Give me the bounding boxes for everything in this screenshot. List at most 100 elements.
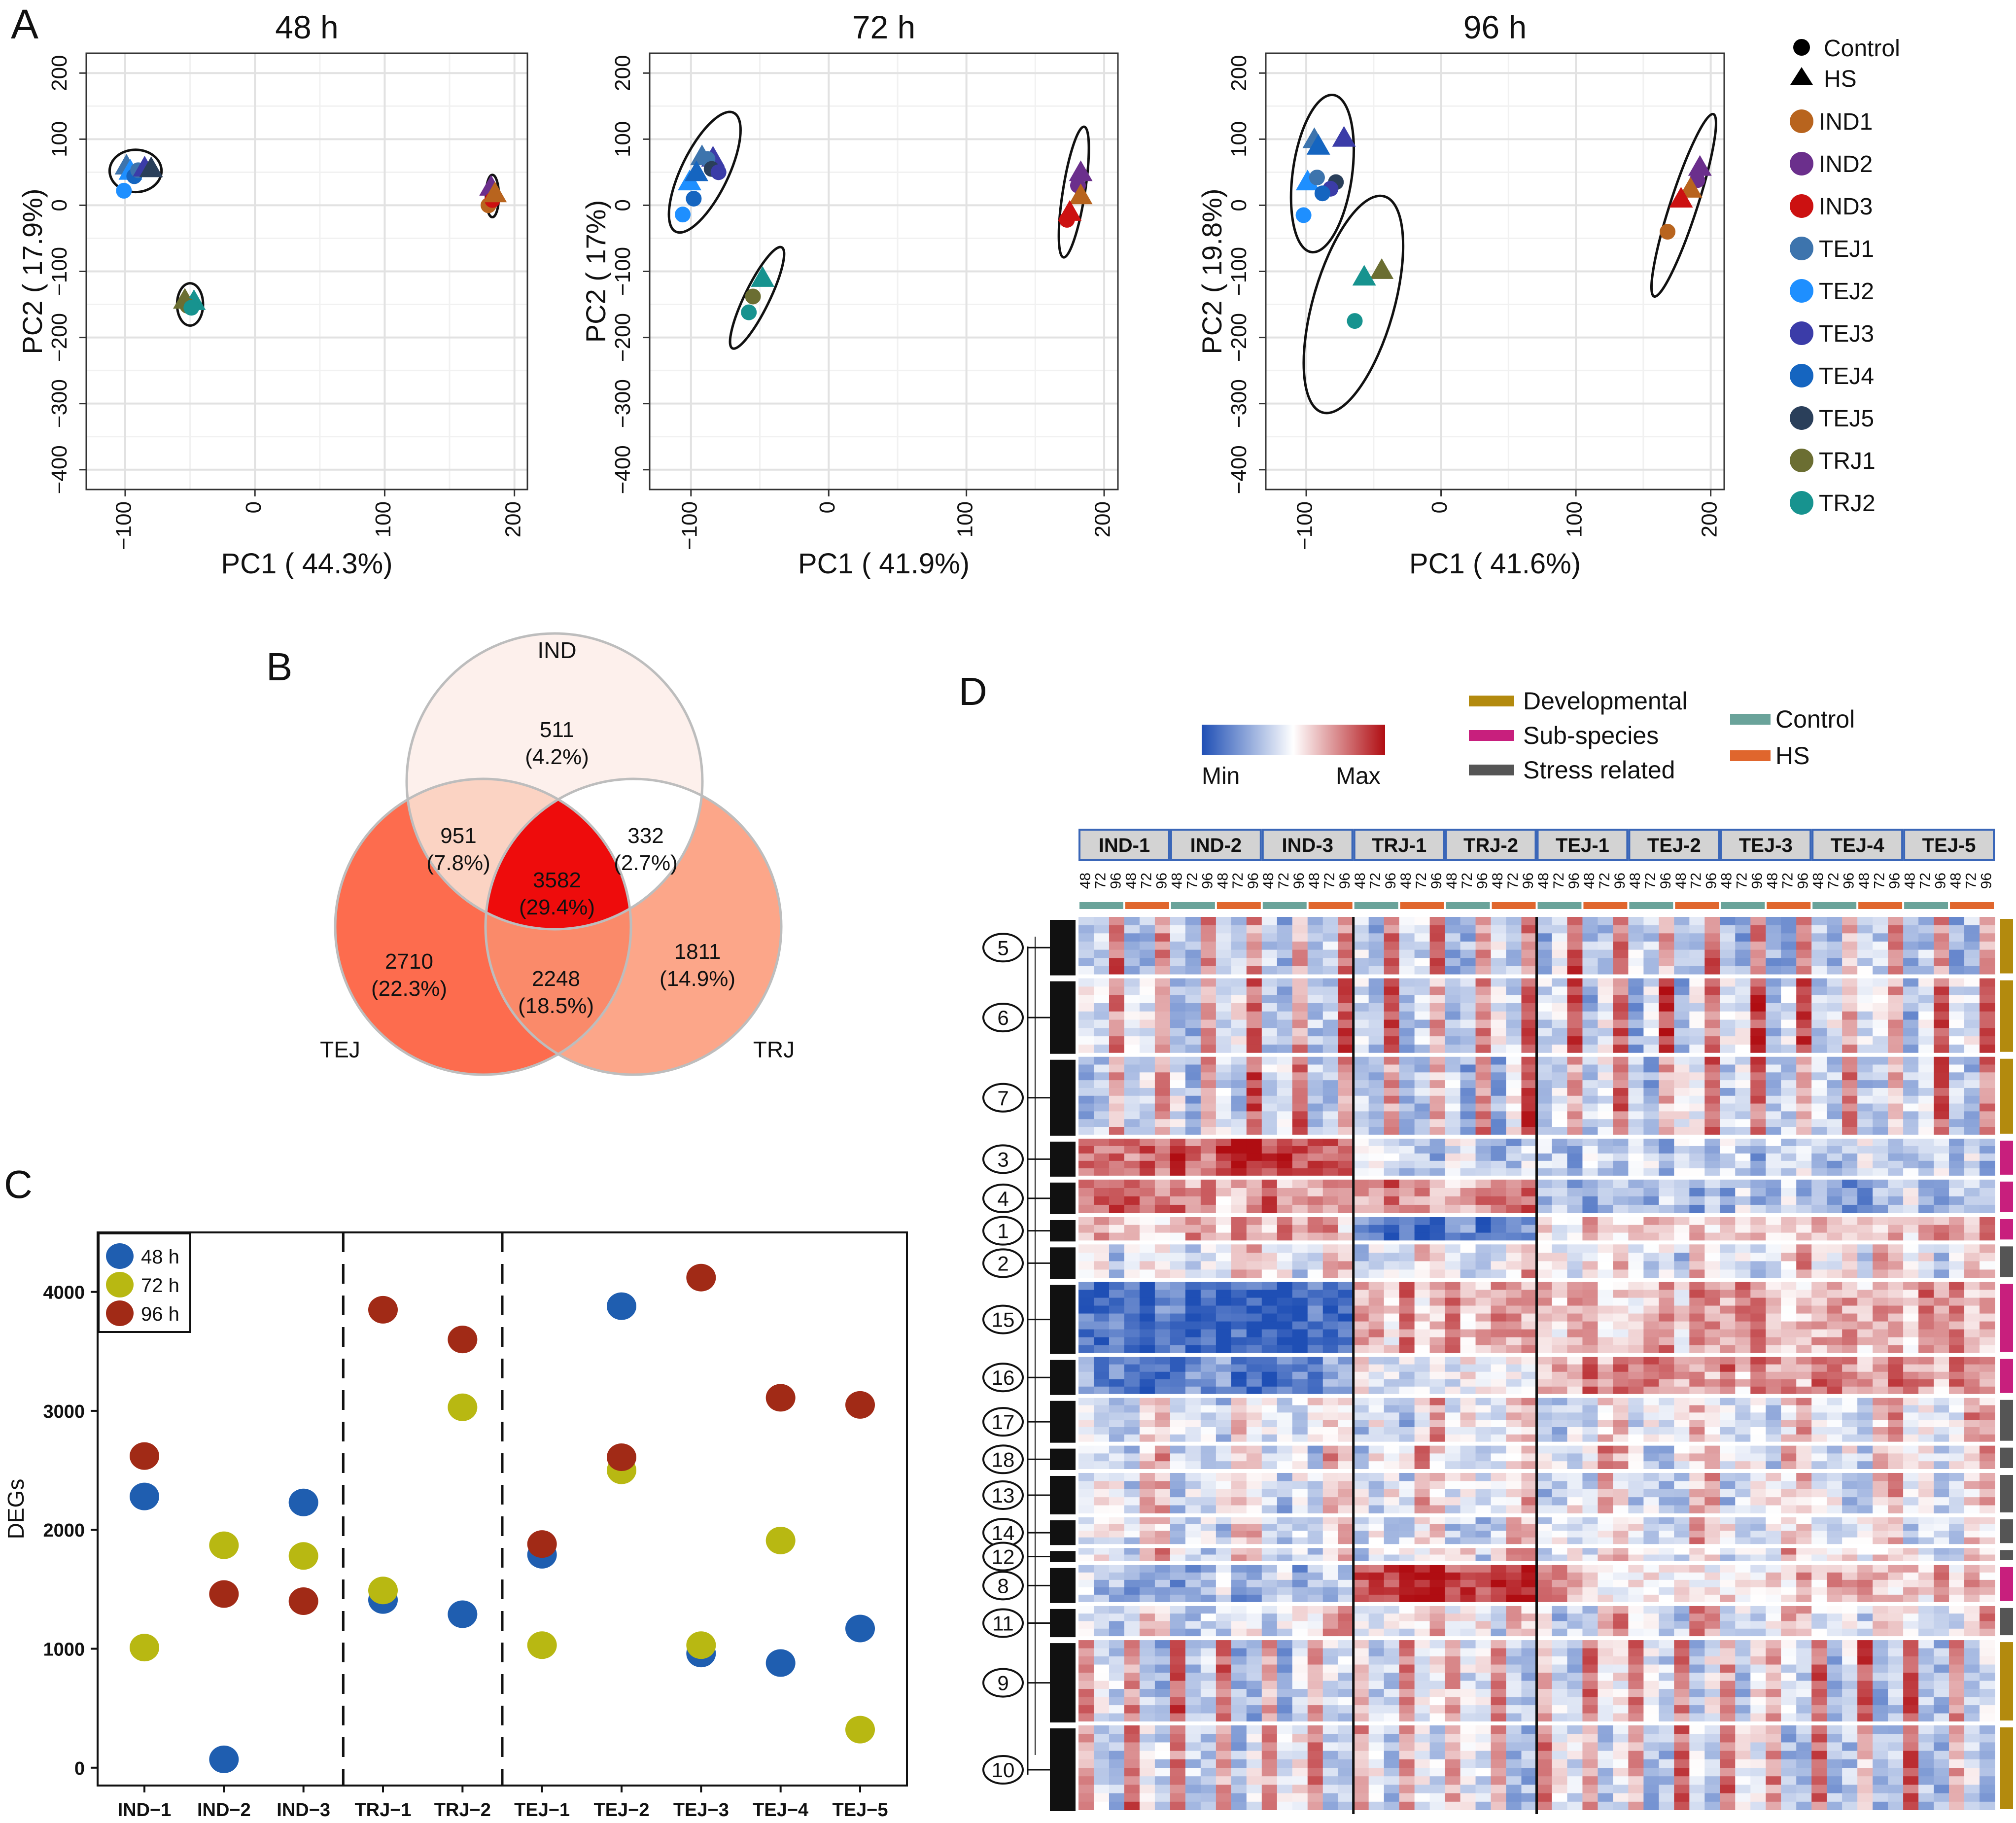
heatmap-cell	[1903, 1329, 1919, 1338]
heatmap-cell	[1353, 1337, 1369, 1346]
heatmap-cell	[1811, 1269, 1827, 1279]
heatmap-cell	[1811, 1472, 1827, 1481]
heatmap-cell	[1445, 1244, 1461, 1253]
heatmap-cell	[1613, 1095, 1629, 1104]
heatmap-cell	[1139, 1119, 1155, 1127]
heatmap-cell	[1292, 1405, 1308, 1413]
heatmap-cell	[1170, 1095, 1186, 1104]
heatmap-cell	[1735, 1232, 1751, 1241]
heatmap-cell	[1643, 1095, 1659, 1104]
heatmap-cell	[1414, 1379, 1430, 1387]
heatmap-cell	[1261, 1489, 1278, 1498]
heatmap-cell	[1796, 1217, 1812, 1226]
heatmap-cell	[1414, 1028, 1430, 1037]
pca-point-hs-TRJ1	[1370, 258, 1394, 279]
heatmap-cell	[1811, 978, 1827, 987]
heatmap-cell	[1842, 1232, 1858, 1241]
heatmap-cell	[1827, 1481, 1842, 1490]
heatmap-cell	[1796, 1168, 1812, 1176]
heatmap-cell	[1384, 1461, 1400, 1470]
heatmap-cell	[1659, 1204, 1674, 1214]
heatmap-cell	[1216, 1481, 1232, 1490]
heatmap-cell	[1353, 1056, 1369, 1065]
heatmap-cell	[1170, 1453, 1186, 1462]
heatmap-cell	[1307, 1524, 1323, 1531]
heatmap-cell	[1185, 1321, 1201, 1330]
heatmap-cell	[1109, 1168, 1125, 1176]
heatmap-cell	[1368, 1127, 1385, 1135]
heatmap-cell	[1598, 917, 1614, 926]
heatmap-cell	[1689, 1232, 1705, 1241]
heatmap-cell	[1796, 1103, 1812, 1112]
heatmap-cell	[1750, 995, 1766, 1004]
heatmap-cell	[1888, 1225, 1904, 1233]
heatmap-cell	[1536, 1127, 1553, 1135]
heatmap-cell	[1139, 1405, 1155, 1413]
heatmap-cell	[1521, 1445, 1537, 1454]
x-tick-label: 0	[1427, 501, 1452, 513]
heatmap-cell	[1720, 1168, 1736, 1176]
heatmap-cell	[1613, 1003, 1629, 1012]
heatmap-cell	[1873, 1087, 1888, 1096]
heatmap-cell	[1460, 1282, 1476, 1291]
heatmap-cell	[1536, 1371, 1553, 1380]
heatmap-cell	[1964, 1386, 1980, 1395]
heatmap-cell	[1918, 1225, 1934, 1233]
heatmap-cell	[1154, 1290, 1171, 1298]
heatmap-cell	[1643, 966, 1659, 975]
heatmap-cell	[1078, 1453, 1094, 1462]
heatmap-cell	[1429, 1160, 1446, 1169]
heatmap-cell	[1521, 1472, 1537, 1481]
heatmap-cell	[1628, 1056, 1644, 1065]
x-tick-label: 0	[242, 501, 266, 513]
heatmap-cell	[1842, 1461, 1858, 1470]
heatmap-cell	[1873, 1531, 1888, 1538]
heatmap-cell	[1811, 1497, 1827, 1506]
heatmap-cell	[1811, 1028, 1827, 1037]
heatmap-cell	[1521, 1111, 1537, 1120]
heatmap-cell	[1735, 1379, 1751, 1387]
heatmap-cell	[1689, 1398, 1705, 1406]
heatmap-cell	[1796, 1386, 1812, 1395]
deg-point-48h-4	[448, 1600, 478, 1628]
heatmap-cell	[1980, 1028, 1995, 1037]
heatmap-cell	[1949, 1305, 1965, 1314]
heatmap-cell	[1842, 1282, 1858, 1291]
heatmap-cell	[1216, 1036, 1232, 1045]
heatmap-cell	[1322, 1434, 1339, 1442]
heatmap-cell	[1353, 1138, 1369, 1147]
heatmap-cell	[1216, 1297, 1232, 1306]
heatmap-cell	[1582, 1420, 1599, 1428]
heatmap-cell	[1934, 925, 1949, 934]
heatmap-cell	[1429, 1420, 1446, 1428]
heatmap-cell	[1628, 1517, 1644, 1525]
heatmap-cell	[1093, 1111, 1110, 1120]
heatmap-cell	[1170, 995, 1186, 1004]
heatmap-cell	[1445, 1103, 1461, 1112]
heatmap-cell	[1918, 1003, 1934, 1012]
heatmap-cell	[1353, 1179, 1369, 1189]
heatmap-cell	[1704, 1225, 1720, 1233]
heatmap-cell	[1338, 1517, 1354, 1525]
heatmap-cell	[1231, 1497, 1247, 1506]
heatmap-cell	[1674, 1297, 1690, 1306]
heatmap-cell	[1720, 1531, 1736, 1538]
heatmap-cell	[1873, 1461, 1888, 1470]
heatmap-cell	[1139, 1179, 1155, 1189]
condition-bar-hs	[1492, 902, 1536, 909]
heatmap-cell	[1735, 1386, 1751, 1395]
heatmap-cell	[1536, 1261, 1553, 1270]
heatmap-cell	[1949, 978, 1965, 987]
heatmap-cell	[1216, 1524, 1232, 1531]
heatmap-cell	[1811, 995, 1827, 1004]
heatmap-cell	[1338, 1056, 1354, 1065]
heatmap-cell	[1353, 1497, 1369, 1506]
heatmap-cell	[1659, 1345, 1674, 1354]
heatmap-cell	[1338, 1313, 1354, 1322]
heatmap-cell	[1078, 949, 1094, 958]
heatmap-cell	[1536, 966, 1553, 975]
heatmap-cell	[1093, 1056, 1110, 1065]
heatmap-cell	[1964, 1072, 1980, 1081]
heatmap-cell	[1429, 925, 1446, 934]
heatmap-cell	[1307, 1103, 1323, 1112]
